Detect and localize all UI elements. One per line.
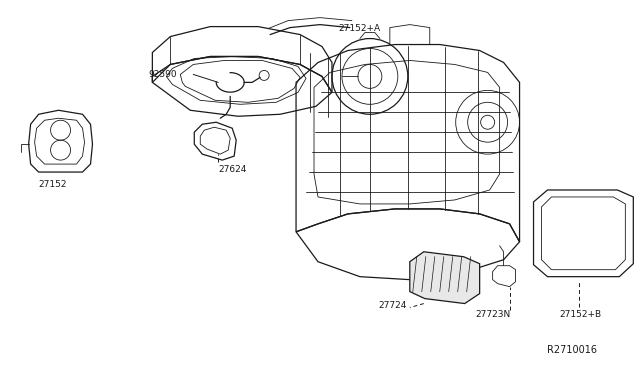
Text: 27152+A: 27152+A — [338, 23, 380, 33]
Text: 92590: 92590 — [148, 70, 177, 79]
Text: R2710016: R2710016 — [547, 345, 597, 355]
Text: 27624: 27624 — [218, 165, 246, 174]
Text: 27723N: 27723N — [476, 310, 511, 318]
Text: 27724: 27724 — [378, 301, 406, 310]
Text: 27152: 27152 — [38, 180, 67, 189]
Text: 27152+B: 27152+B — [559, 310, 602, 318]
Polygon shape — [410, 252, 479, 304]
